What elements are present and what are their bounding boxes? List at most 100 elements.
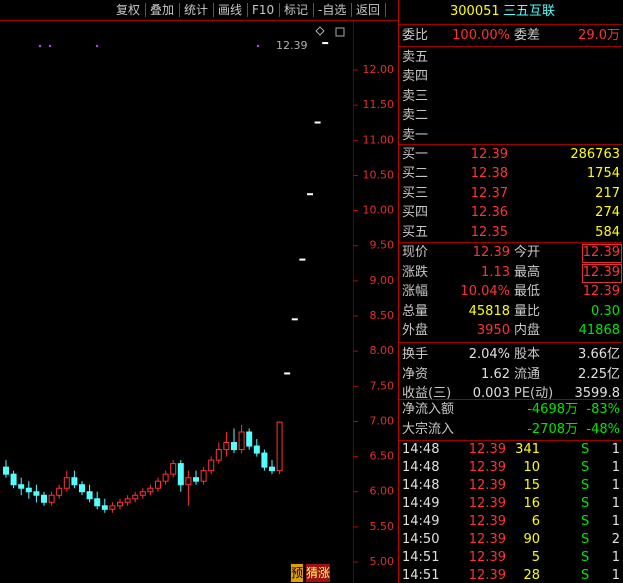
price: 12.39 <box>468 514 506 529</box>
y-tick-label: 9.00 <box>370 274 395 287</box>
candle-body <box>238 431 245 451</box>
value: -83% <box>586 402 620 417</box>
count: 1 <box>611 496 620 511</box>
toolbar-button[interactable]: 标记 <box>284 3 309 17</box>
y-tick-label: 8.50 <box>370 309 395 322</box>
candle-body <box>269 466 275 472</box>
side: S <box>581 550 590 565</box>
price: 12.39 <box>468 550 506 565</box>
value: 1.62 <box>481 366 510 382</box>
badge: 预 <box>291 564 304 582</box>
label: 委比 <box>402 28 429 43</box>
price: 12.39 <box>468 496 506 511</box>
label: 最高 <box>514 264 541 280</box>
side: S <box>581 478 590 493</box>
price: 12.39 <box>468 442 506 457</box>
side: S <box>581 514 590 529</box>
candle-body <box>291 318 298 321</box>
candle-body <box>253 445 260 454</box>
count: 1 <box>611 550 620 565</box>
candle-body <box>200 470 207 482</box>
candle-body <box>322 42 329 45</box>
last-price-label: 12.39 <box>276 39 308 52</box>
value: 3.66亿 <box>578 347 620 362</box>
candle-body <box>71 477 78 486</box>
label: 涨跌 <box>402 264 429 280</box>
volume: 6 <box>531 514 540 529</box>
time: 14:50 <box>402 532 440 547</box>
stock-name: 三五互联 <box>503 4 556 19</box>
candle-body <box>33 491 40 496</box>
price: 12.39 <box>468 478 506 493</box>
candle-body <box>79 484 85 493</box>
label: 流通 <box>514 366 541 382</box>
label: 卖一 <box>402 127 429 143</box>
y-tick-label: 7.00 <box>370 414 395 427</box>
time: 14:49 <box>402 496 440 511</box>
candle-body <box>215 449 222 461</box>
toolbar-button[interactable]: 复权 <box>116 3 141 17</box>
price: 12.35 <box>470 224 508 240</box>
label: 买二 <box>402 166 429 182</box>
candle-body <box>261 452 268 468</box>
value: -4698万 <box>527 402 578 417</box>
count: 2 <box>611 532 620 547</box>
label: 买五 <box>402 224 429 240</box>
time: 14:49 <box>402 514 440 529</box>
candle-body <box>170 463 177 475</box>
time: 14:48 <box>402 442 440 457</box>
candle-body <box>124 498 131 503</box>
label: PE(动) <box>514 386 554 402</box>
label: 收益(三) <box>402 386 452 402</box>
value: 1.13 <box>481 264 510 280</box>
icon[interactable] <box>315 26 325 36</box>
value: 3950 <box>476 323 510 339</box>
label: 最低 <box>514 284 541 300</box>
side: S <box>581 568 590 583</box>
y-tick-label: 9.50 <box>370 239 395 252</box>
y-tick-label: 12.00 <box>363 63 395 76</box>
marker <box>95 44 99 48</box>
value: 12.39 <box>582 284 620 300</box>
candle-body <box>139 491 146 496</box>
price: 12.39 <box>468 532 506 547</box>
volume: 217 <box>595 185 620 201</box>
side: S <box>581 442 590 457</box>
label: 买三 <box>402 185 429 201</box>
separator <box>179 3 180 17</box>
toolbar-button[interactable]: F10 <box>252 3 275 17</box>
candle-body <box>132 494 139 500</box>
y-tick-label: 10.50 <box>363 168 395 181</box>
toolbar-button[interactable]: 返回 <box>356 3 381 17</box>
toolbar-button[interactable]: 统计 <box>184 3 209 17</box>
value: 2.25亿 <box>578 366 620 382</box>
value: 10.04% <box>460 284 510 300</box>
price: 12.36 <box>470 205 508 221</box>
label: 卖二 <box>402 108 429 124</box>
label: 外盘 <box>402 323 429 339</box>
value: 41868 <box>578 323 620 339</box>
value: 3599.8 <box>574 386 621 402</box>
y-tick-label: 5.50 <box>370 520 395 533</box>
badge: 猜涨 <box>306 564 331 582</box>
toolbar-button[interactable]: -自选 <box>318 3 347 17</box>
candle-body <box>117 501 123 507</box>
marker <box>48 44 52 48</box>
candle-body <box>94 498 101 507</box>
icon[interactable] <box>335 27 345 37</box>
candle-body <box>155 480 161 489</box>
separator <box>145 3 146 17</box>
count: 1 <box>611 478 620 493</box>
candle-body <box>25 487 32 493</box>
candle-body <box>147 487 154 493</box>
candle-body <box>299 258 306 261</box>
y-tick-label: 8.00 <box>370 344 395 357</box>
toolbar-button[interactable]: 画线 <box>218 3 243 17</box>
label: 总量 <box>402 303 429 319</box>
y-tick-label: 6.50 <box>370 450 395 463</box>
side: S <box>581 532 590 547</box>
toolbar-button[interactable]: 叠加 <box>150 3 175 17</box>
highlight-box <box>582 263 622 283</box>
y-tick-label: 5.00 <box>370 555 395 568</box>
